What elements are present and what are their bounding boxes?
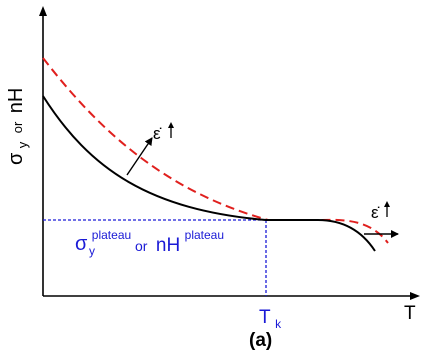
base-curve (42, 95, 376, 252)
figure-label: (a) (249, 330, 272, 351)
up-arrowhead-icon (168, 122, 174, 128)
x-axis-arrowhead (410, 292, 420, 300)
strain-rate-label-left: ε̇ (153, 122, 174, 143)
up-arrowhead-icon (384, 201, 390, 207)
y-axis-label: σ y or nH (5, 88, 31, 165)
transition-temperature-label: T k (259, 307, 282, 331)
strain-rate-symbol: ε̇ (153, 124, 162, 143)
strain-rate-arrow-left (126, 137, 153, 176)
strain-rate-label-right: ε̇ (371, 201, 390, 222)
high-strain-rate-curve (42, 57, 389, 244)
y-axis-arrowhead (39, 6, 47, 16)
plateau-label: σ plateau y or nH plateau (75, 226, 224, 259)
x-axis-label: T (404, 303, 416, 324)
strain-rate-symbol: ε̇ (371, 203, 380, 222)
